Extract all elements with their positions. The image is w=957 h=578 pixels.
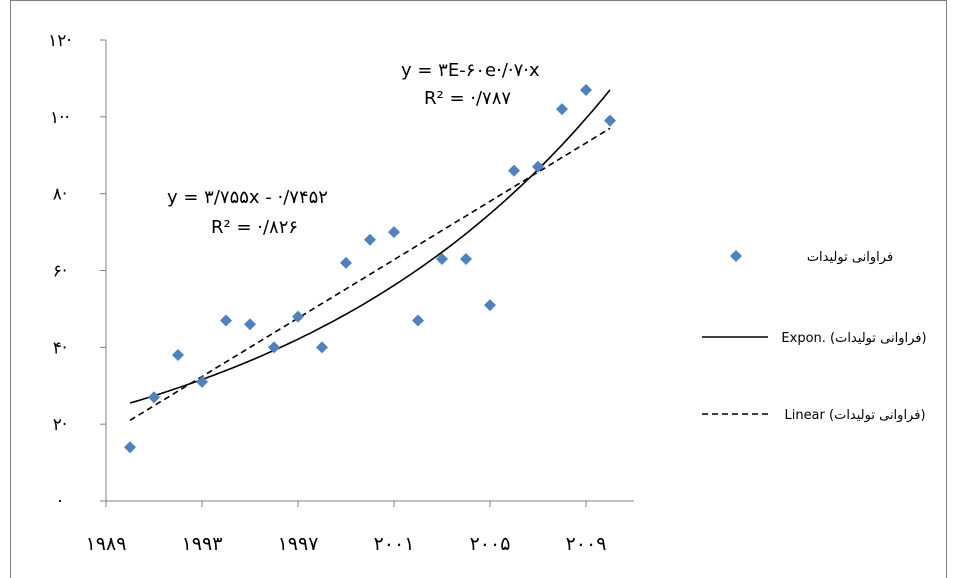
x-tick-label: ۲۰۰۵ bbox=[470, 533, 511, 555]
y-tick-label: ۱۲· bbox=[48, 31, 72, 51]
linear-trend-line bbox=[129, 127, 611, 422]
legend-label-linear: Linear (فراوانی تولیدات) bbox=[784, 408, 925, 423]
exponential-curve bbox=[129, 89, 611, 404]
data-point bbox=[316, 341, 328, 354]
y-tick-label: ۲· bbox=[53, 415, 68, 435]
exponential-equation: y = ۳E-۶۰e·/·۷·x bbox=[401, 60, 540, 81]
legend-label-points: فراوانی تولیدات bbox=[807, 250, 893, 265]
y-tick-label: ۶· bbox=[53, 262, 68, 282]
data-point bbox=[580, 83, 592, 96]
x-tick-label: ۲۰۰۹ bbox=[566, 533, 607, 555]
data-point bbox=[244, 318, 256, 331]
legend-label-exponential: Expon. (فراوانی تولیدات) bbox=[781, 331, 926, 346]
exponential-r2: R² = ·/۷۸۷ bbox=[424, 88, 511, 109]
data-point bbox=[460, 252, 472, 265]
data-point bbox=[292, 310, 304, 323]
linear-r2: R² = ·/۸۲۶ bbox=[211, 217, 298, 238]
legend: فراوانی تولیدات Expon. (فراوانی تولیدات)… bbox=[702, 250, 927, 423]
data-point bbox=[268, 341, 280, 354]
exponential-trendline bbox=[129, 89, 611, 404]
data-point bbox=[388, 226, 400, 239]
x-tick-label: ۲۰۰۱ bbox=[374, 533, 415, 555]
y-tick-label: ۴· bbox=[53, 338, 68, 358]
data-point bbox=[148, 391, 160, 404]
x-tick-label: ۱۹۹۷ bbox=[278, 533, 319, 555]
data-point bbox=[196, 375, 208, 388]
y-tick-label: ۱·· bbox=[50, 108, 70, 128]
data-point bbox=[508, 164, 520, 177]
data-point bbox=[124, 441, 136, 454]
legend-item-exponential: Expon. (فراوانی تولیدات) bbox=[702, 331, 927, 346]
data-point bbox=[556, 103, 568, 116]
data-point bbox=[340, 256, 352, 269]
y-tick-label: · bbox=[57, 492, 62, 512]
legend-diamond-marker bbox=[730, 250, 742, 262]
linear-equation: y = ۳/۷۵۵x - ·/۷۴۵۲ bbox=[167, 187, 328, 208]
data-point bbox=[220, 314, 232, 327]
legend-item-linear: Linear (فراوانی تولیدات) bbox=[702, 408, 926, 423]
data-point bbox=[484, 299, 496, 312]
data-point bbox=[436, 252, 448, 265]
exponential-equation-label: y = ۳E-۶۰e·/·۷·x R² = ·/۷۸۷ bbox=[401, 60, 540, 109]
data-point bbox=[532, 160, 544, 173]
linear-equation-label: y = ۳/۷۵۵x - ·/۷۴۵۲ R² = ·/۸۲۶ bbox=[167, 187, 328, 238]
legend-item-points: فراوانی تولیدات bbox=[730, 250, 893, 265]
chart-axes: · ۲· ۴· ۶· ۸· ۱·· ۱۲· ۱۹۸۹ ۱۹۹۳ ۱۹۹۷ ۲۰۰۱ ۲۰۰۵ ۲۰۰۹ bbox=[48, 31, 634, 555]
x-tick-label: ۱۹۹۳ bbox=[182, 533, 223, 555]
data-point bbox=[172, 349, 184, 362]
data-points bbox=[124, 83, 616, 454]
y-tick-label: ۸· bbox=[53, 185, 68, 205]
data-point bbox=[364, 233, 376, 246]
chart-frame bbox=[10, 0, 947, 578]
linear-trendline bbox=[129, 127, 611, 422]
data-point bbox=[604, 114, 616, 127]
x-tick-label: ۱۹۸۹ bbox=[86, 533, 127, 555]
data-point bbox=[412, 314, 424, 327]
